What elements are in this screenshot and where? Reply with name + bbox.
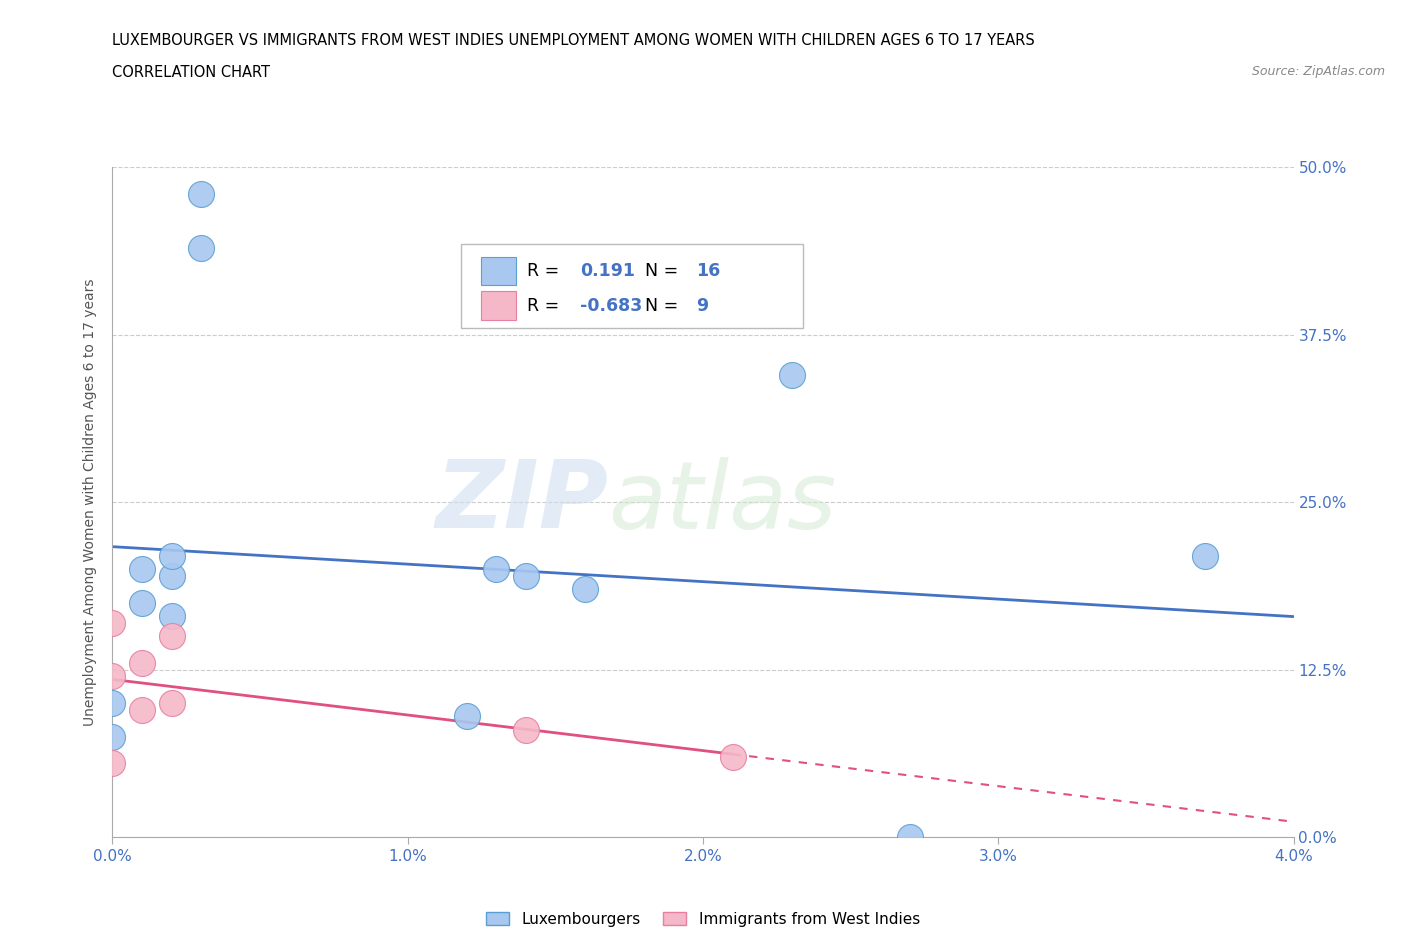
Text: R =: R = [527, 262, 565, 280]
Text: atlas: atlas [609, 457, 837, 548]
Text: Source: ZipAtlas.com: Source: ZipAtlas.com [1251, 65, 1385, 78]
Point [190, 187, 212, 202]
Point [101, 696, 124, 711]
Text: 16: 16 [696, 262, 720, 280]
Text: LUXEMBOURGER VS IMMIGRANTS FROM WEST INDIES UNEMPLOYMENT AMONG WOMEN WITH CHILDR: LUXEMBOURGER VS IMMIGRANTS FROM WEST IND… [112, 33, 1035, 47]
Point [131, 702, 153, 717]
Point [160, 568, 183, 583]
Point [160, 608, 183, 623]
Point [780, 367, 803, 382]
Point [101, 756, 124, 771]
Text: ZIP: ZIP [436, 457, 609, 548]
Point [101, 616, 124, 631]
Point [160, 629, 183, 644]
Text: N =: N = [645, 297, 683, 314]
FancyBboxPatch shape [461, 245, 803, 328]
Text: R =: R = [527, 297, 565, 314]
Text: CORRELATION CHART: CORRELATION CHART [112, 65, 270, 80]
Point [160, 696, 183, 711]
Point [898, 830, 921, 844]
Point [574, 582, 596, 597]
Text: N =: N = [645, 262, 683, 280]
Point [131, 562, 153, 577]
FancyBboxPatch shape [481, 291, 516, 320]
Point [1194, 549, 1216, 564]
Text: 9: 9 [696, 297, 709, 314]
Point [131, 595, 153, 610]
Point [456, 709, 478, 724]
Point [515, 568, 537, 583]
Point [160, 549, 183, 564]
Point [485, 562, 508, 577]
Text: 0.191: 0.191 [581, 262, 636, 280]
FancyBboxPatch shape [481, 257, 516, 285]
Point [515, 723, 537, 737]
Point [190, 240, 212, 255]
Point [721, 750, 744, 764]
Point [101, 669, 124, 684]
Text: -0.683: -0.683 [581, 297, 643, 314]
Legend: Luxembourgers, Immigrants from West Indies: Luxembourgers, Immigrants from West Indi… [486, 911, 920, 926]
Y-axis label: Unemployment Among Women with Children Ages 6 to 17 years: Unemployment Among Women with Children A… [83, 278, 97, 726]
Point [101, 729, 124, 744]
Point [131, 656, 153, 671]
